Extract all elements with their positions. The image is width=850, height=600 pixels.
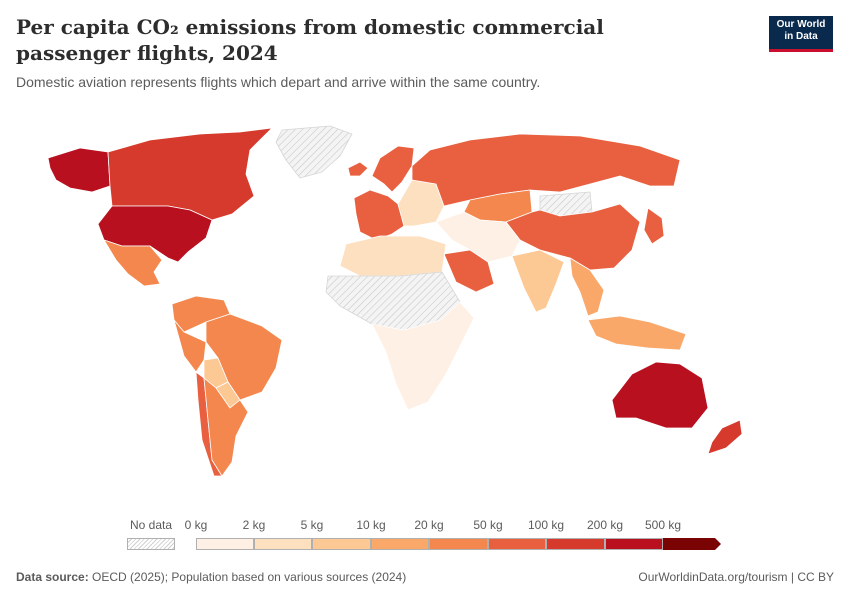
region-greenland[interactable]: [275, 125, 353, 179]
region-new-zealand[interactable]: [707, 419, 743, 455]
legend-swatch-5: [488, 538, 546, 550]
legend-tick-7: 200 kg: [586, 518, 624, 532]
region-mexico[interactable]: [103, 239, 163, 287]
chart-subtitle: Domestic aviation represents flights whi…: [16, 74, 541, 90]
legend-swatch-6: [546, 538, 605, 550]
legend-swatch-8: [663, 538, 721, 550]
region-brazil[interactable]: [205, 313, 283, 401]
map-legend: No data 0 kg 2 kg 5 kg 10 kg 20 kg 50 kg…: [0, 518, 850, 552]
legend-tick-0: 0 kg: [184, 518, 208, 532]
region-africa[interactable]: [371, 301, 475, 411]
footer-source: Data source: OECD (2025); Population bas…: [16, 570, 406, 584]
legend-tick-3: 10 kg: [356, 518, 386, 532]
region-australia[interactable]: [611, 361, 709, 429]
legend-swatch-0: [196, 538, 254, 550]
region-indonesia[interactable]: [587, 315, 687, 351]
region-russia[interactable]: [411, 133, 681, 207]
region-japan[interactable]: [643, 207, 665, 245]
world-map: [47, 125, 743, 477]
legend-tick-6: 100 kg: [527, 518, 565, 532]
legend-tick-8: 500 kg: [644, 518, 682, 532]
region-scandinavia[interactable]: [371, 145, 415, 193]
region-western-europe[interactable]: [353, 189, 405, 241]
owid-logo[interactable]: Our World in Data: [769, 16, 833, 52]
legend-swatch-2: [312, 538, 371, 550]
legend-swatch-4: [429, 538, 488, 550]
region-china[interactable]: [505, 203, 641, 271]
legend-swatch-7: [605, 538, 663, 550]
region-alaska[interactable]: [47, 147, 111, 193]
chart-title: Per capita CO₂ emissions from domestic c…: [16, 15, 604, 65]
region-iceland[interactable]: [347, 161, 369, 177]
region-southeast-asia[interactable]: [569, 257, 605, 317]
legend-overflow-arrow: [663, 538, 721, 550]
legend-tick-5: 50 kg: [473, 518, 503, 532]
region-argentina[interactable]: [203, 377, 249, 477]
logo-line-1: Our World: [776, 19, 826, 30]
source-label: Data source:: [16, 570, 89, 584]
region-middle-east[interactable]: [435, 211, 521, 263]
footer-credit[interactable]: OurWorldinData.org/tourism | CC BY: [638, 570, 834, 584]
legend-no-data-swatch: [127, 538, 175, 550]
source-text: OECD (2025); Population based on various…: [92, 570, 407, 584]
region-saudi-arabia[interactable]: [443, 249, 495, 293]
legend-swatch-1: [254, 538, 312, 550]
logo-line-2: in Data: [784, 31, 818, 42]
legend-tick-4: 20 kg: [414, 518, 444, 532]
region-india[interactable]: [511, 249, 565, 313]
legend-no-data-label: No data: [129, 518, 173, 532]
legend-swatch-3: [371, 538, 429, 550]
region-north-africa[interactable]: [339, 235, 447, 277]
legend-tick-1: 2 kg: [242, 518, 266, 532]
legend-tick-2: 5 kg: [300, 518, 324, 532]
